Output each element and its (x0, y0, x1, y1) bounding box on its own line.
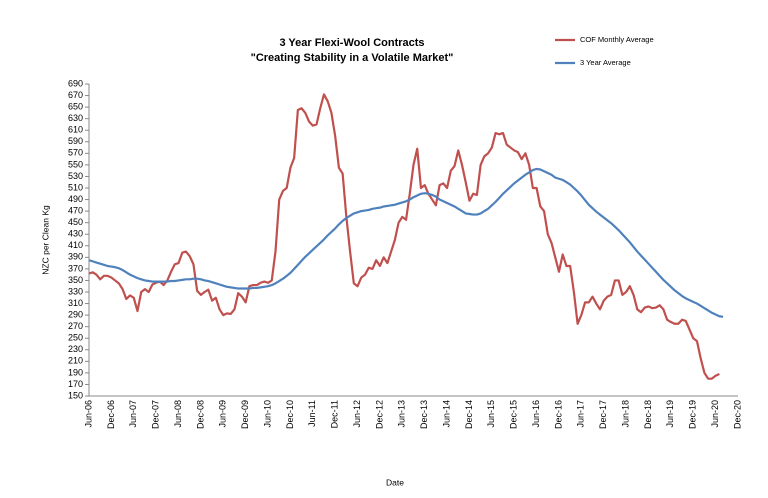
y-axis-label: NZC per Clean Kg (40, 205, 50, 275)
x-tick-label: Jun-12 (352, 400, 362, 428)
x-tick-label: Jun-09 (218, 400, 228, 428)
y-tick-label: 550 (68, 159, 83, 169)
y-tick-label: 370 (68, 263, 83, 273)
y-tick-label: 510 (68, 182, 83, 192)
y-tick-label: 530 (68, 171, 83, 181)
x-tick-label: Dec-08 (195, 400, 205, 429)
y-tick-label: 690 (68, 78, 83, 88)
x-axis-label: Date (386, 477, 404, 487)
x-tick-label: Dec-12 (374, 400, 384, 429)
y-tick-label: 290 (68, 309, 83, 319)
y-tick-label: 270 (68, 321, 83, 331)
y-tick-label: 210 (68, 356, 83, 366)
y-tick-label: 170 (68, 379, 83, 389)
x-tick-label: Dec-13 (419, 400, 429, 429)
y-tick-label: 610 (68, 125, 83, 135)
x-tick-label: Jun-19 (665, 400, 675, 428)
x-tick-label: Dec-07 (151, 400, 161, 429)
y-tick-label: 470 (68, 205, 83, 215)
x-tick-label: Dec-09 (240, 400, 250, 429)
chart-subtitle: "Creating Stability in a Volatile Market… (251, 52, 454, 64)
x-tick-label: Dec-16 (553, 400, 563, 429)
y-tick-label: 670 (68, 90, 83, 100)
x-tick-label: Dec-18 (643, 400, 653, 429)
x-tick-label: Dec-10 (285, 400, 295, 429)
x-tick-label: Jun-11 (307, 400, 317, 427)
y-tick-label: 650 (68, 101, 83, 111)
y-tick-label: 390 (68, 252, 83, 262)
x-tick-label: Jun-15 (486, 400, 496, 428)
y-tick-label: 330 (68, 286, 83, 296)
series-line (88, 167, 724, 318)
x-tick-label: Dec-11 (330, 400, 340, 428)
x-tick-label: Jun-10 (262, 400, 272, 428)
x-tick-label: Jun-14 (441, 400, 451, 428)
x-tick-label: Dec-14 (464, 400, 474, 429)
x-tick-label: Dec-20 (732, 400, 742, 429)
y-tick-label: 590 (68, 136, 83, 146)
legend-label: 3 Year Average (580, 58, 631, 67)
y-tick-label: 350 (68, 275, 83, 285)
y-tick-label: 490 (68, 194, 83, 204)
y-tick-label: 630 (68, 113, 83, 123)
x-tick-label: Jun-18 (620, 400, 630, 428)
x-tick-label: Dec-19 (688, 400, 698, 429)
series-line (88, 93, 720, 380)
y-tick-label: 250 (68, 333, 83, 343)
x-tick-label: Jun-07 (128, 400, 138, 428)
x-tick-label: Dec-15 (509, 400, 519, 429)
y-tick-label: 570 (68, 148, 83, 158)
x-tick-label: Jun-20 (710, 400, 720, 428)
x-tick-label: Jun-08 (173, 400, 183, 428)
x-tick-label: Dec-06 (106, 400, 116, 429)
x-tick-label: Jun-13 (397, 400, 407, 428)
chart-title: 3 Year Flexi-Wool Contracts (279, 37, 424, 49)
x-tick-label: Dec-17 (598, 400, 608, 429)
y-tick-label: 230 (68, 344, 83, 354)
legend-label: COF Monthly Average (580, 35, 654, 44)
x-tick-label: Jun-16 (531, 400, 541, 428)
x-tick-label: Jun-06 (83, 400, 93, 428)
y-tick-label: 150 (68, 390, 83, 400)
y-tick-label: 310 (68, 298, 83, 308)
y-tick-label: 410 (68, 240, 83, 250)
y-tick-label: 450 (68, 217, 83, 227)
x-tick-label: Jun-17 (576, 400, 586, 428)
y-tick-label: 190 (68, 367, 83, 377)
y-tick-label: 430 (68, 229, 83, 239)
